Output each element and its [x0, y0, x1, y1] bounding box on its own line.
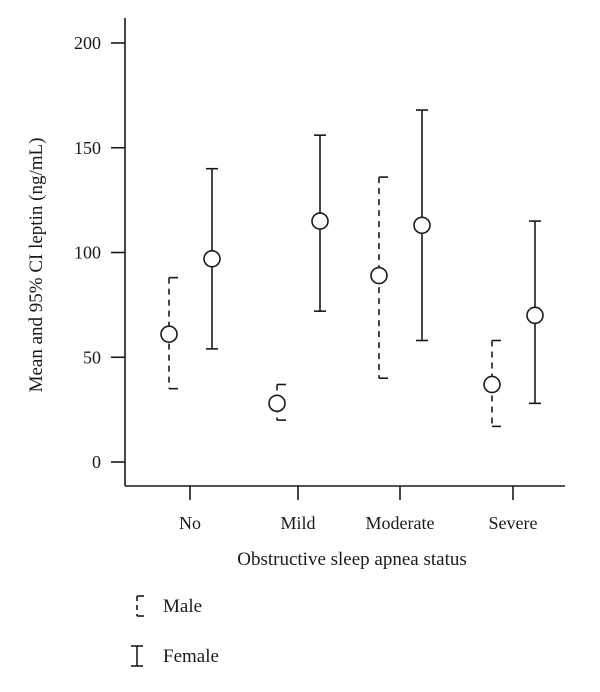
- y-tick-label: 0: [92, 452, 101, 472]
- x-tick-label: Mild: [280, 513, 315, 533]
- axes: 0 50 100 150 200 No Mild Moderate Severe: [74, 18, 565, 533]
- x-tick-label: No: [179, 513, 201, 533]
- female-errorbar: [413, 109, 431, 342]
- y-tick-label: 50: [83, 347, 101, 367]
- female-mean-point: [526, 306, 544, 325]
- female-mean-point: [311, 212, 329, 230]
- female-mean-point: [413, 216, 431, 235]
- x-axis-label: Obstructive sleep apnea status: [237, 549, 467, 570]
- male-mean-point: [268, 394, 286, 413]
- legend: Male Female: [131, 595, 219, 667]
- y-tick-label: 100: [74, 243, 101, 263]
- female-errorbar: [526, 220, 544, 405]
- y-tick-label: 150: [74, 138, 101, 158]
- data-marks: [160, 109, 544, 428]
- male-mean-point: [160, 325, 178, 344]
- female-mean-point: [203, 249, 221, 268]
- male-errorbar: [483, 339, 501, 428]
- legend-label-female: Female: [163, 646, 219, 667]
- male-errorbar: [268, 383, 286, 421]
- x-tick-label: Moderate: [366, 513, 435, 533]
- male-mean-point: [483, 375, 501, 394]
- male-errorbar: [160, 276, 178, 390]
- female-errorbar: [203, 167, 221, 350]
- male-errorbar: [370, 176, 388, 380]
- legend-item-female: Female: [131, 645, 219, 667]
- female-errorbar: [311, 134, 329, 312]
- male-mean-point: [370, 266, 388, 285]
- legend-label-male: Male: [163, 596, 202, 617]
- y-axis-label: Mean and 95% CI leptin (ng/mL): [26, 138, 47, 393]
- y-tick-label: 200: [74, 33, 101, 53]
- x-tick-label: Severe: [489, 513, 538, 533]
- legend-item-male: Male: [136, 595, 202, 617]
